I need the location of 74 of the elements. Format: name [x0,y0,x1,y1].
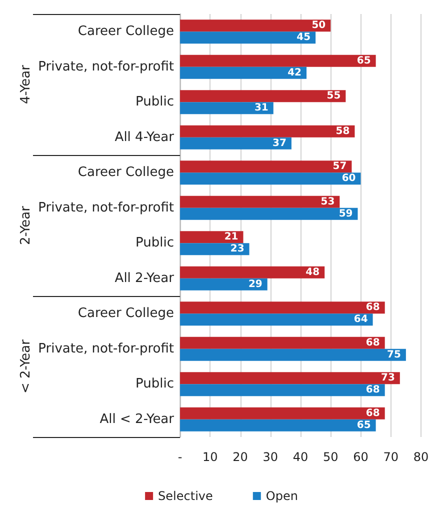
bar [180,160,352,173]
data-label: 65 [356,420,371,431]
data-label: 55 [326,90,341,102]
y-tick-label: Private, not-for-profit [38,59,174,74]
bar [180,125,355,138]
x-tick-label: 80 [413,450,429,464]
y-tick-label: Career College [78,306,174,322]
data-label: 65 [356,55,371,66]
y-tick-label: All < 2-Year [100,412,175,427]
data-label: 50 [312,20,326,32]
data-label: 75 [387,349,401,360]
y-tick-label: Private, not-for-profit [38,200,174,216]
legend-label: Open [266,489,298,503]
bar [180,302,385,314]
bar [180,196,340,208]
data-label: 64 [354,314,368,326]
x-tick-label: 70 [383,450,399,464]
x-tick-label: 40 [292,450,308,464]
x-tick-label: 20 [232,450,248,464]
y-tick-label: All 4-Year [114,130,175,145]
bar [180,336,385,349]
data-label: 21 [224,232,238,243]
bar [180,32,316,44]
bar [180,372,400,384]
data-label: 23 [230,244,244,255]
bar [180,278,268,290]
bar [180,66,307,79]
bar [180,208,358,220]
data-label: 29 [248,278,262,290]
x-tick-label: 10 [202,450,218,464]
data-label: 42 [288,67,302,78]
legend-label: Selective [158,489,213,503]
bar [180,243,250,256]
x-tick-label: 60 [353,450,368,464]
data-label: 59 [338,208,353,220]
data-label: 58 [336,126,350,137]
y-tick-label: Career College [78,165,174,180]
bar [180,54,376,67]
text: 2-Year [18,205,34,245]
x-tick-label: 30 [262,450,278,464]
bar [180,90,346,102]
y-tick-label: Public [136,236,174,251]
bar [180,419,376,432]
bar [180,172,361,185]
data-label: 60 [342,173,356,184]
text: 4-Year [18,64,34,104]
data-label: 45 [296,32,311,44]
bar [180,407,385,420]
data-label: 48 [306,266,320,278]
y-tick-label: Public [136,376,174,392]
y-tick-label: All 2-Year [114,270,175,286]
data-label: 73 [380,372,395,384]
x-tick-label: - [178,450,182,464]
bar [180,266,325,278]
data-label: 68 [366,408,380,419]
text: < 2-Year [18,338,34,394]
bar [180,20,331,32]
data-label: 68 [366,384,380,396]
data-label: 57 [332,161,347,172]
data-label: 37 [272,138,286,149]
x-tick-label: 50 [322,450,338,464]
bar [180,348,406,361]
bar [180,384,385,396]
data-label: 68 [366,337,380,348]
bar [180,137,292,150]
bar [180,314,373,326]
bar [180,231,244,244]
data-label: 31 [254,102,268,114]
data-label: 68 [366,302,380,314]
y-tick-label: Public [136,94,174,110]
y-tick-label: Private, not-for-profit [38,341,174,356]
bar [180,102,274,114]
y-tick-label: Career College [78,24,174,40]
data-label: 53 [320,196,335,208]
